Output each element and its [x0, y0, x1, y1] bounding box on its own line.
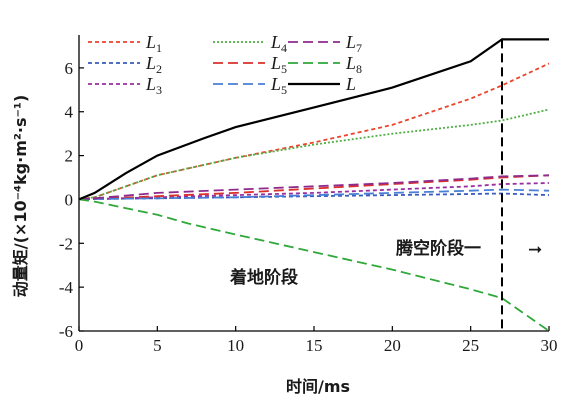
x-tick-label: 20 [384, 336, 401, 355]
y-tick-label: -6 [59, 322, 73, 341]
y-tick-label: 0 [65, 190, 74, 209]
y-tick-label: -2 [59, 234, 73, 253]
x-tick-label: 0 [75, 336, 84, 355]
legend-label-L: L [345, 74, 356, 94]
y-axis-ticks: -6 -4 -2 0 2 4 6 [59, 59, 84, 341]
series-line-L7 [78, 174, 550, 201]
series-line-L8 [78, 198, 550, 332]
x-tick-label: 10 [227, 336, 244, 355]
x-tick-label: 15 [306, 336, 323, 355]
series-line-L5 [78, 188, 550, 201]
legend-label-L1: L1 [145, 32, 162, 55]
y-tick-label: 2 [65, 147, 74, 166]
legend-label-L8: L8 [345, 53, 362, 76]
x-axis-ticks: 0 5 10 15 20 25 30 [75, 326, 558, 355]
series-line-L [78, 38, 549, 201]
series-line-L2 [78, 192, 550, 201]
x-tick-label: 25 [462, 336, 479, 355]
legend-label-L2: L2 [145, 53, 162, 76]
flight-arrow-icon: ➞ [528, 240, 542, 260]
legend: L1 L4 L7 L2 L5 L8 L3 L5 L [88, 32, 362, 97]
legend-label-L5: L5 [270, 74, 287, 97]
flight-phase-label: 腾空阶段一 [396, 238, 481, 259]
legend-label-L5: L5 [270, 53, 287, 76]
y-axis-title: 动量矩/(×10⁻⁴kg·m²·s⁻¹) [11, 95, 30, 298]
series-lines [78, 38, 550, 332]
x-axis-title: 时间/ms [286, 377, 350, 396]
series-line-L4 [78, 108, 550, 201]
x-tick-label: 5 [153, 336, 162, 355]
landing-phase-label: 着地阶段 [229, 267, 298, 288]
y-tick-label: 6 [65, 59, 74, 78]
legend-label-L7: L7 [345, 32, 362, 55]
y-tick-label: -4 [59, 278, 74, 297]
x-tick-label: 30 [541, 336, 558, 355]
y-tick-label: 4 [65, 103, 74, 122]
legend-label-L4: L4 [270, 32, 287, 55]
legend-label-L3: L3 [145, 74, 162, 97]
